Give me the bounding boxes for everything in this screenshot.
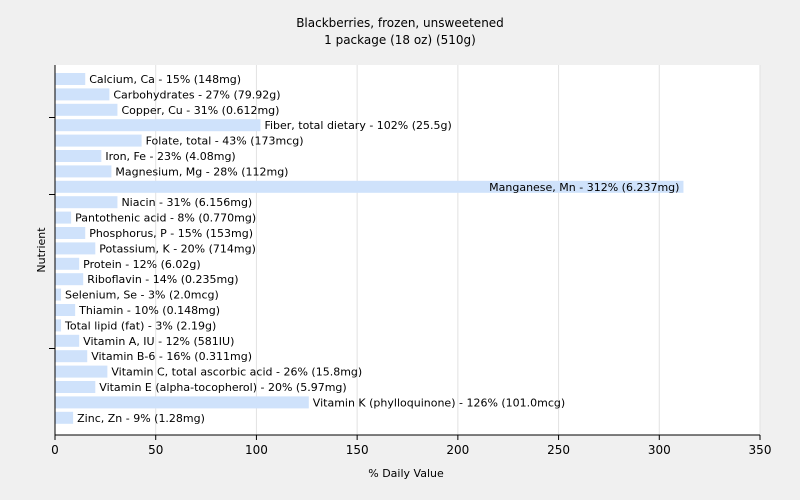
bar (55, 304, 76, 316)
bar (55, 365, 108, 378)
bar-label: Potassium, K - 20% (714mg) (99, 242, 256, 255)
bar-label: Vitamin B-6 - 16% (0.311mg) (91, 350, 252, 363)
bar (55, 103, 118, 116)
bar-label: Magnesium, Mg - 28% (112mg) (115, 165, 288, 178)
x-tick-label: 350 (749, 443, 772, 457)
bar-label: Fiber, total dietary - 102% (25.5g) (264, 119, 451, 132)
axes-group: 0 50 100 150 200 250 300 350 (49, 65, 771, 457)
bar-label: Niacin - 31% (6.156mg) (121, 196, 252, 209)
bar (55, 350, 88, 363)
x-tick-label: 100 (245, 443, 268, 457)
x-tick-label: 300 (648, 443, 671, 457)
x-tick-label: 150 (346, 443, 369, 457)
bar (55, 381, 96, 393)
bar-label: Vitamin K (phylloquinone) - 126% (101.0m… (313, 396, 565, 409)
bar (55, 196, 118, 209)
x-axis-label: % Daily Value (368, 467, 444, 480)
bar (55, 180, 684, 193)
x-tick-label: 50 (148, 443, 163, 457)
bar-label: Riboflavin - 14% (0.235mg) (87, 273, 238, 286)
chart-title: Blackberries, frozen, unsweetened (296, 16, 504, 30)
bar (55, 165, 112, 178)
bar (55, 257, 80, 270)
bar-label: Calcium, Ca - 15% (148mg) (89, 73, 241, 86)
bar (55, 134, 142, 147)
bar (55, 88, 110, 101)
bar (55, 319, 62, 332)
bar-label: Phosphorus, P - 15% (153mg) (89, 227, 253, 240)
bar-label: Vitamin E (alpha-tocopherol) - 20% (5.97… (99, 381, 346, 394)
bar-label: Pantothenic acid - 8% (0.770mg) (75, 212, 256, 225)
bar (55, 119, 261, 132)
bar (55, 73, 86, 85)
bar-label: Vitamin C, total ascorbic acid - 26% (15… (111, 366, 362, 379)
bar-label: Protein - 12% (6.02g) (83, 258, 201, 271)
x-tick-label: 250 (547, 443, 570, 457)
bar (55, 227, 86, 239)
bar-label: Carbohydrates - 27% (79.92g) (113, 88, 280, 101)
bar (55, 242, 96, 255)
bar-label: Iron, Fe - 23% (4.08mg) (105, 150, 235, 163)
bar (55, 273, 84, 286)
bar-labels-group: Calcium, Ca - 15% (148mg) Carbohydrates -… (64, 73, 679, 425)
bar (55, 396, 309, 409)
y-axis-label: Nutrient (35, 227, 48, 273)
x-tick-label: 0 (51, 443, 59, 457)
bar-label: Manganese, Mn - 312% (6.237mg) (489, 181, 679, 194)
bar-label: Thiamin - 10% (0.148mg) (78, 304, 220, 317)
bar (55, 334, 80, 347)
x-tick-label: 200 (446, 443, 469, 457)
bar-label: Selenium, Se - 3% (2.0mcg) (65, 289, 219, 302)
bar-label: Copper, Cu - 31% (0.612mg) (121, 104, 279, 117)
bar-label: Vitamin A, IU - 12% (581IU) (83, 335, 234, 348)
bar-label: Folate, total - 43% (173mcg) (146, 135, 304, 148)
bar (55, 150, 102, 162)
bars-group (55, 73, 684, 424)
bar (55, 211, 72, 224)
bar (55, 288, 62, 301)
bar-label: Total lipid (fat) - 3% (2.19g) (64, 319, 216, 332)
chart-subtitle: 1 package (18 oz) (510g) (324, 33, 476, 47)
bar (55, 411, 74, 424)
bar-label: Zinc, Zn - 9% (1.28mg) (77, 412, 205, 425)
